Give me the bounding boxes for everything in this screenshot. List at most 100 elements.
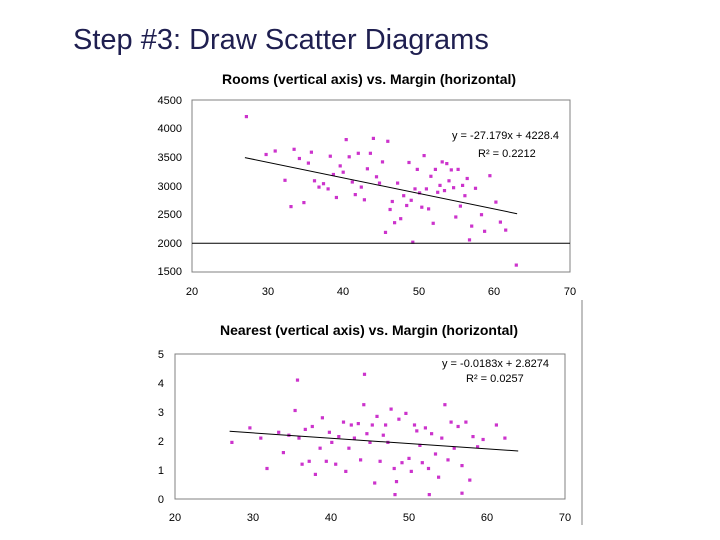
data-point (334, 462, 338, 466)
data-point (407, 456, 411, 460)
y-tick-label: 3500 (158, 152, 182, 164)
data-point (412, 423, 417, 427)
data-point (321, 182, 326, 186)
data-point (418, 443, 422, 447)
data-point (334, 195, 338, 200)
data-point (230, 440, 234, 444)
data-point (456, 167, 460, 171)
data-point (420, 205, 424, 209)
data-point (470, 224, 474, 228)
data-point (310, 424, 314, 429)
trendline-equation: y = -27.179x + 4228.4 (452, 130, 559, 142)
x-tick-label: 30 (262, 286, 274, 298)
data-point (362, 372, 367, 376)
data-point (488, 174, 492, 178)
data-point (300, 462, 304, 466)
data-point (514, 263, 518, 267)
data-point (368, 151, 372, 155)
chart-rooms-vs-margin: Rooms (vertical axis) vs. Margin (horizo… (158, 71, 577, 298)
data-point (446, 458, 450, 462)
data-point (440, 160, 444, 164)
data-point (430, 432, 434, 436)
x-tick-label: 70 (564, 286, 576, 298)
data-point (443, 403, 447, 407)
data-point (389, 407, 393, 411)
data-point (427, 493, 431, 497)
data-point (452, 186, 456, 190)
data-point (386, 139, 390, 143)
data-point (313, 472, 317, 476)
data-point (447, 179, 451, 183)
data-point (396, 181, 400, 185)
y-tick-label: 2500 (158, 209, 182, 221)
plot-area (191, 99, 571, 273)
data-point (297, 156, 301, 161)
data-point (375, 414, 379, 418)
data-point (463, 194, 467, 198)
data-point (353, 193, 357, 197)
x-tick-label: 60 (488, 286, 500, 298)
data-point (429, 174, 433, 178)
data-point (307, 459, 311, 463)
trendline-equation: y = -0.0183x + 2.8274 (442, 358, 549, 370)
data-point (328, 154, 332, 158)
data-point (405, 203, 409, 208)
chart-nearest-vs-margin: Nearest (vertical axis) vs. Margin (hori… (158, 300, 583, 525)
data-point (359, 185, 363, 189)
data-point (413, 187, 417, 191)
data-point (341, 170, 345, 174)
trendline (244, 157, 518, 215)
x-tick-label: 30 (247, 512, 259, 524)
data-point (362, 403, 366, 407)
data-point (370, 423, 374, 427)
y-tick-label: 2 (158, 436, 164, 448)
data-point (494, 200, 498, 204)
data-point (473, 186, 478, 190)
data-point (461, 183, 465, 187)
data-point (471, 435, 475, 439)
data-point (317, 185, 321, 189)
data-point (362, 198, 366, 202)
data-point (373, 481, 377, 485)
data-point (415, 429, 419, 433)
data-point (344, 469, 348, 473)
data-point (422, 154, 426, 158)
data-point (338, 164, 342, 168)
data-point (331, 172, 335, 177)
data-point (399, 217, 403, 221)
data-point (390, 199, 394, 204)
data-point (289, 205, 293, 209)
data-point (283, 178, 287, 182)
y-tick-label: 4500 (158, 95, 182, 107)
data-point (409, 198, 413, 202)
data-point (409, 469, 413, 473)
data-point (365, 432, 369, 436)
data-point (248, 426, 252, 430)
data-point (306, 161, 310, 165)
data-point (374, 175, 379, 179)
data-point (407, 160, 411, 165)
data-point (393, 493, 397, 497)
data-point (327, 430, 331, 434)
data-point (479, 213, 484, 217)
data-point (265, 466, 269, 471)
x-tick-label: 20 (186, 286, 198, 298)
x-tick-label: 50 (413, 286, 425, 298)
data-point (456, 424, 460, 429)
data-point (281, 451, 285, 455)
y-tick-label: 4000 (158, 123, 182, 135)
data-point (440, 436, 444, 440)
y-tick-label: 4 (158, 378, 164, 390)
data-point (483, 229, 487, 233)
r-squared-label: R² = 0.2212 (478, 148, 536, 160)
data-point (368, 440, 372, 444)
data-point (356, 422, 360, 426)
data-point (359, 458, 363, 462)
data-point (394, 480, 399, 484)
data-point (460, 464, 464, 468)
data-point (437, 475, 441, 479)
data-point (418, 191, 422, 195)
data-point (423, 426, 427, 430)
x-tick-label: 60 (481, 512, 493, 524)
data-point (273, 149, 277, 153)
